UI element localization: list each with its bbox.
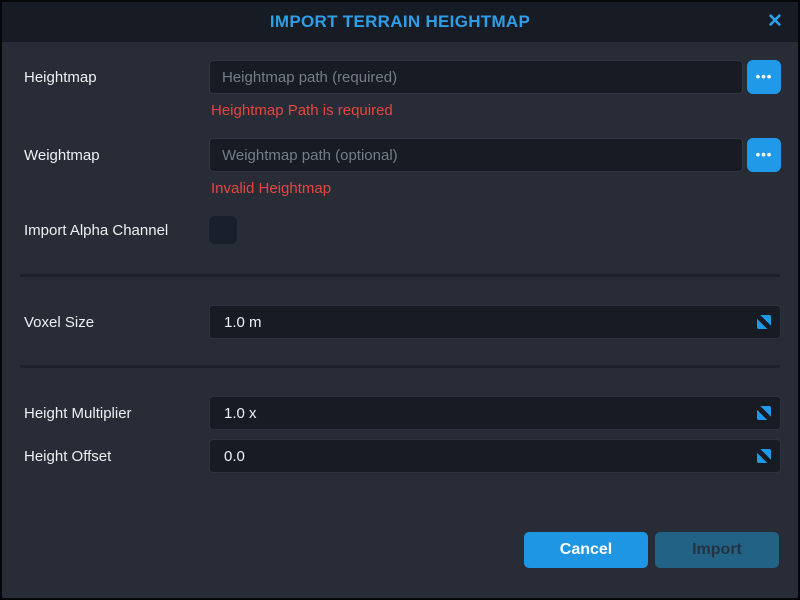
weightmap-error-text: Invalid Heightmap: [211, 180, 332, 197]
voxel-size-label: Voxel Size: [24, 313, 95, 331]
heightmap-path-input[interactable]: [209, 60, 743, 94]
import-alpha-channel-checkbox[interactable]: [209, 216, 237, 244]
height-offset-field[interactable]: 0.0: [209, 439, 781, 473]
drag-value-icon[interactable]: [757, 315, 771, 329]
dialog-title: IMPORT TERRAIN HEIGHTMAP: [269, 12, 531, 31]
drag-value-icon[interactable]: [757, 406, 771, 420]
heightmap-error-text: Heightmap Path is required: [211, 102, 393, 119]
height-multiplier-value: 1.0 x: [224, 404, 257, 422]
weightmap-browse-button[interactable]: •••: [747, 138, 781, 172]
weightmap-label: Weightmap: [24, 146, 100, 164]
heightmap-browse-button[interactable]: •••: [747, 60, 781, 94]
height-multiplier-row: Height Multiplier 1.0 x: [2, 396, 798, 430]
divider: [20, 274, 780, 277]
weightmap-path-input[interactable]: [209, 138, 743, 172]
dialog-content: Heightmap ••• Heightmap Path is required…: [2, 42, 798, 568]
weightmap-row: Weightmap •••: [2, 138, 798, 172]
height-offset-value: 0.0: [224, 447, 245, 465]
close-icon[interactable]: ✕: [762, 9, 788, 35]
divider: [20, 365, 780, 368]
import-alpha-channel-label: Import Alpha Channel: [24, 221, 169, 239]
height-offset-label: Height Offset: [24, 447, 112, 465]
dialog-footer: Cancel Import: [2, 532, 798, 568]
heightmap-label: Heightmap: [24, 68, 97, 86]
voxel-size-field[interactable]: 1.0 m: [209, 305, 781, 339]
voxel-size-value: 1.0 m: [224, 313, 262, 331]
import-button[interactable]: Import: [655, 532, 779, 568]
height-multiplier-label: Height Multiplier: [24, 404, 132, 422]
drag-value-icon[interactable]: [757, 449, 771, 463]
height-multiplier-field[interactable]: 1.0 x: [209, 396, 781, 430]
import-alpha-channel-row: Import Alpha Channel: [2, 216, 798, 244]
voxel-size-row: Voxel Size 1.0 m: [2, 305, 798, 339]
dialog-titlebar: IMPORT TERRAIN HEIGHTMAP ✕: [2, 2, 798, 42]
cancel-button[interactable]: Cancel: [524, 532, 648, 568]
heightmap-row: Heightmap •••: [2, 60, 798, 94]
height-offset-row: Height Offset 0.0: [2, 439, 798, 473]
